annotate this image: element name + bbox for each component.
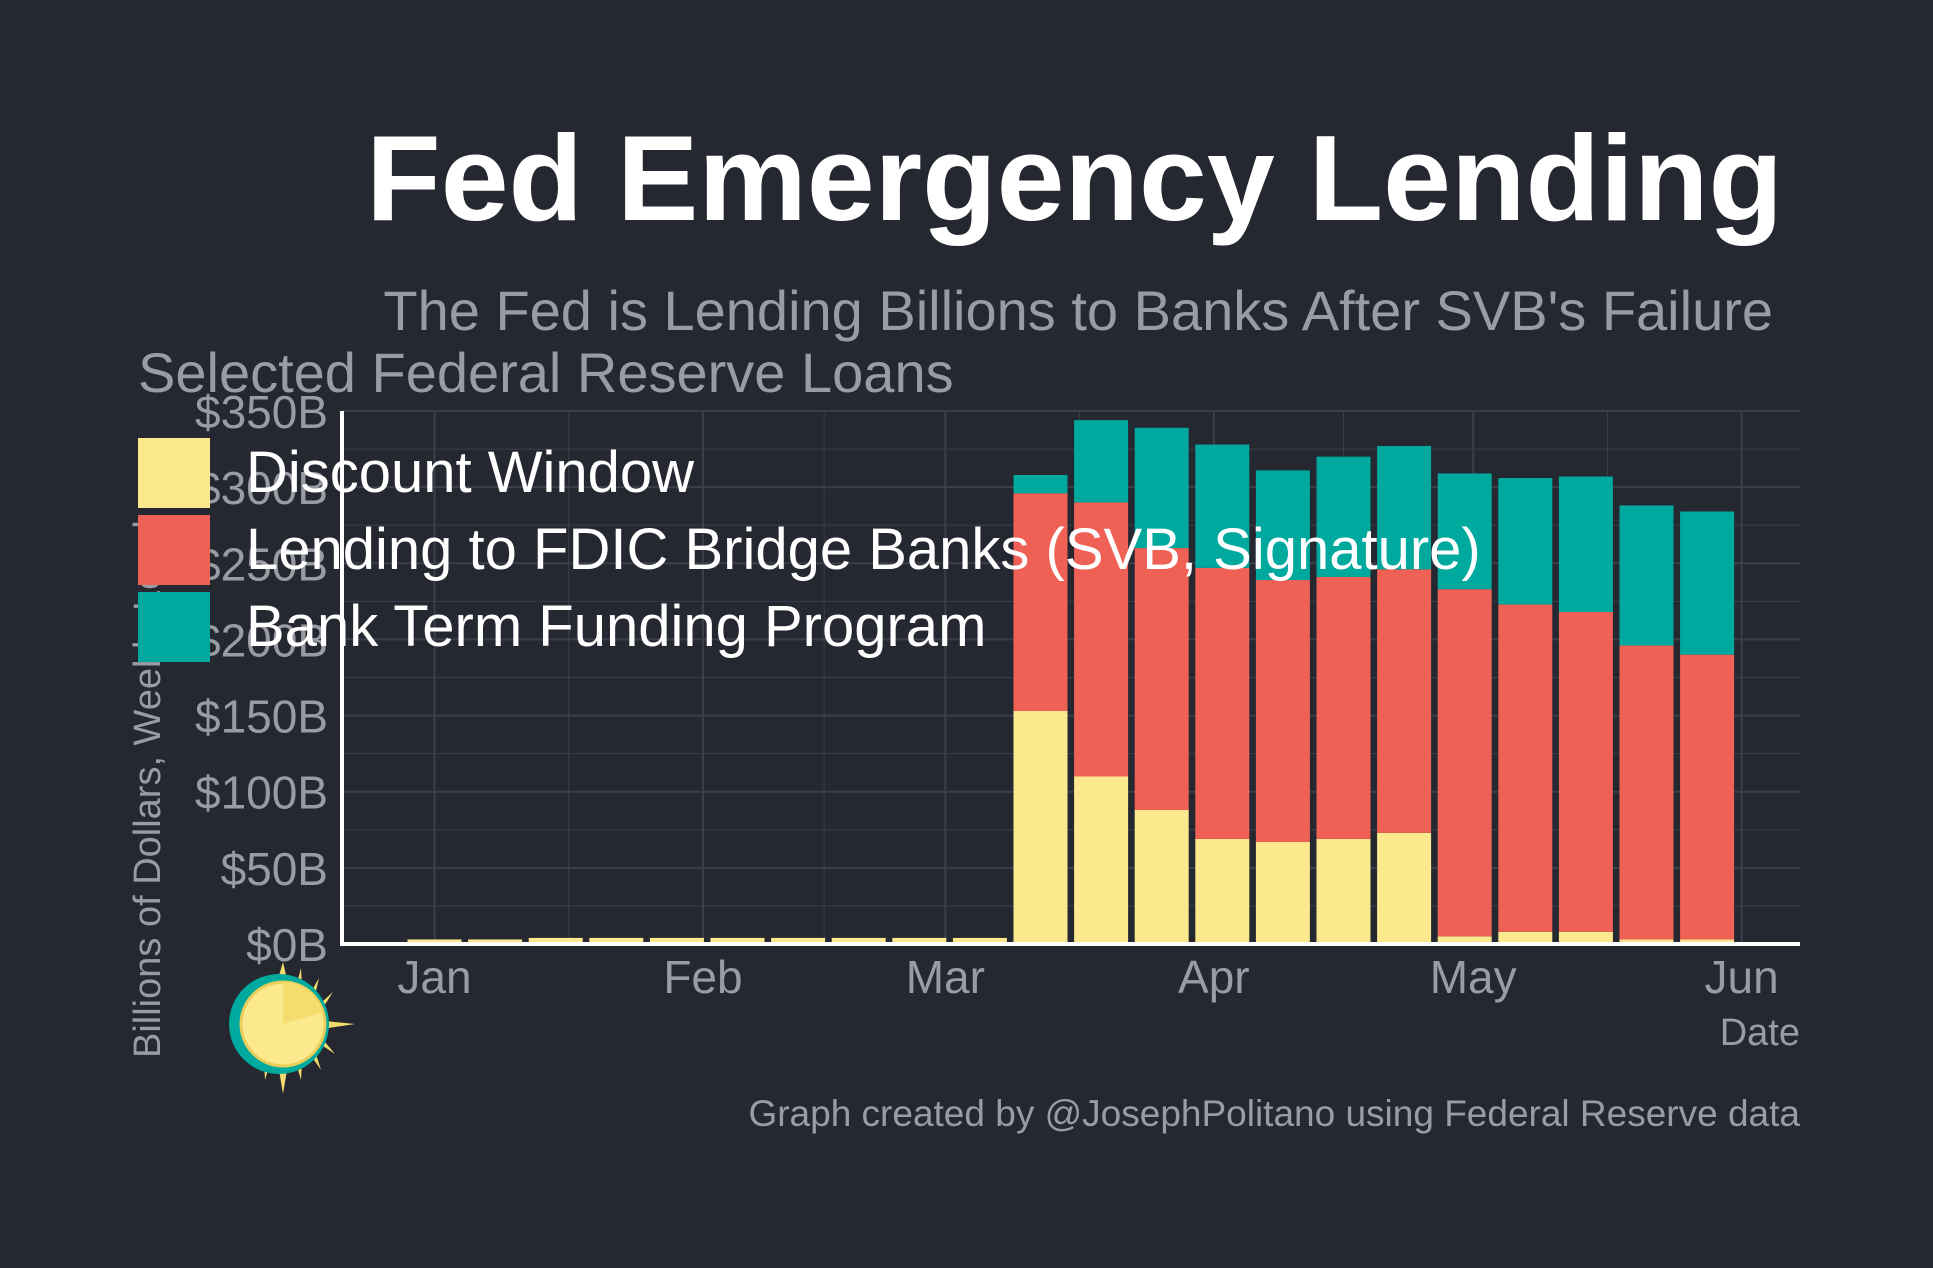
bar-btfp [1013, 474, 1068, 494]
y-tick-label: $0B [246, 919, 328, 971]
bar-btfp [1134, 427, 1189, 549]
bar-discount-window [528, 937, 583, 944]
bar-fdic-bridge-banks [1316, 576, 1371, 839]
bar-btfp [1498, 478, 1553, 605]
bar-discount-window [1377, 832, 1432, 944]
bar-btfp [1558, 476, 1613, 613]
axes [340, 411, 1800, 946]
bar-discount-window [831, 937, 886, 944]
y-tick-label: $50B [221, 843, 328, 895]
bar-discount-window [1316, 838, 1371, 944]
bar-fdic-bridge-banks [1013, 493, 1068, 712]
x-tick-label: Feb [663, 951, 742, 1003]
bar-discount-window [649, 937, 704, 944]
bar-discount-window [1195, 838, 1250, 944]
bar-btfp [1074, 420, 1129, 503]
bar-fdic-bridge-banks [1498, 604, 1553, 932]
y-axis-tick-labels: $0B $50B $100B $150B $200B $250B $300B $350B [195, 386, 328, 971]
bar-btfp [1377, 446, 1432, 570]
bar-btfp [1619, 505, 1674, 646]
y-tick-label: $200B [195, 614, 328, 666]
bar-discount-window [952, 937, 1007, 944]
y-tick-label: $100B [195, 767, 328, 819]
bar-discount-window [1498, 931, 1553, 944]
chart-title: Fed Emergency Lending [366, 110, 1783, 246]
legend: Discount Window Lending to FDIC Bridge Ba… [138, 438, 1481, 662]
bar-discount-window [771, 937, 826, 944]
x-tick-label: Apr [1178, 951, 1250, 1003]
bar-btfp [1316, 456, 1371, 577]
caption: Graph created by @JosephPolitano using F… [748, 1093, 1800, 1134]
bar-discount-window [1437, 936, 1492, 944]
bar-fdic-bridge-banks [1619, 645, 1674, 940]
bar-btfp [1437, 473, 1492, 590]
bar-fdic-bridge-banks [1437, 589, 1492, 937]
y-tick-label: $150B [195, 691, 328, 743]
legend-label: Discount Window [246, 440, 695, 505]
sun-logo-icon [229, 962, 355, 1094]
legend-label: Lending to FDIC Bridge Banks (SVB, Signa… [246, 517, 1481, 582]
bar-fdic-bridge-banks [1255, 580, 1310, 842]
bar-discount-window [892, 937, 947, 944]
legend-label: Bank Term Funding Program [246, 594, 986, 659]
bar-discount-window [1619, 939, 1674, 944]
bars [407, 420, 1735, 944]
x-tick-label: Jan [397, 951, 471, 1003]
bar-btfp [1195, 444, 1250, 568]
bar-discount-window [1255, 841, 1310, 944]
legend-swatch [138, 515, 210, 585]
bar-discount-window [1074, 776, 1129, 944]
x-tick-label: Jun [1705, 951, 1779, 1003]
x-tick-label: Mar [906, 951, 985, 1003]
bar-discount-window [710, 937, 765, 944]
bar-fdic-bridge-banks [1195, 567, 1250, 839]
y-tick-label: $300B [195, 462, 328, 514]
bar-fdic-bridge-banks [1074, 502, 1129, 777]
bar-btfp [1255, 470, 1310, 581]
bar-discount-window [1680, 939, 1735, 944]
y-tick-label: $250B [195, 538, 328, 590]
bar-fdic-bridge-banks [1134, 548, 1189, 810]
bar-btfp [1680, 511, 1735, 655]
x-axis-tick-labels: Jan Feb Mar Apr May Jun [397, 951, 1778, 1003]
chart-subtitle: The Fed is Lending Billions to Banks Aft… [383, 279, 1773, 342]
x-axis-title: Date [1720, 1012, 1800, 1054]
bar-fdic-bridge-banks [1377, 569, 1432, 833]
bar-discount-window [589, 937, 644, 944]
panel-title: Selected Federal Reserve Loans [138, 341, 954, 404]
bar-discount-window [468, 939, 523, 944]
legend-swatch [138, 438, 210, 508]
bar-fdic-bridge-banks [1680, 654, 1735, 940]
y-tick-label: $350B [195, 386, 328, 438]
bar-discount-window [1558, 931, 1613, 944]
bar-discount-window [1013, 711, 1068, 944]
x-tick-label: May [1430, 951, 1517, 1003]
bar-discount-window [407, 939, 462, 944]
bar-discount-window [1134, 809, 1189, 944]
bar-fdic-bridge-banks [1558, 612, 1613, 932]
legend-swatch [138, 592, 210, 662]
